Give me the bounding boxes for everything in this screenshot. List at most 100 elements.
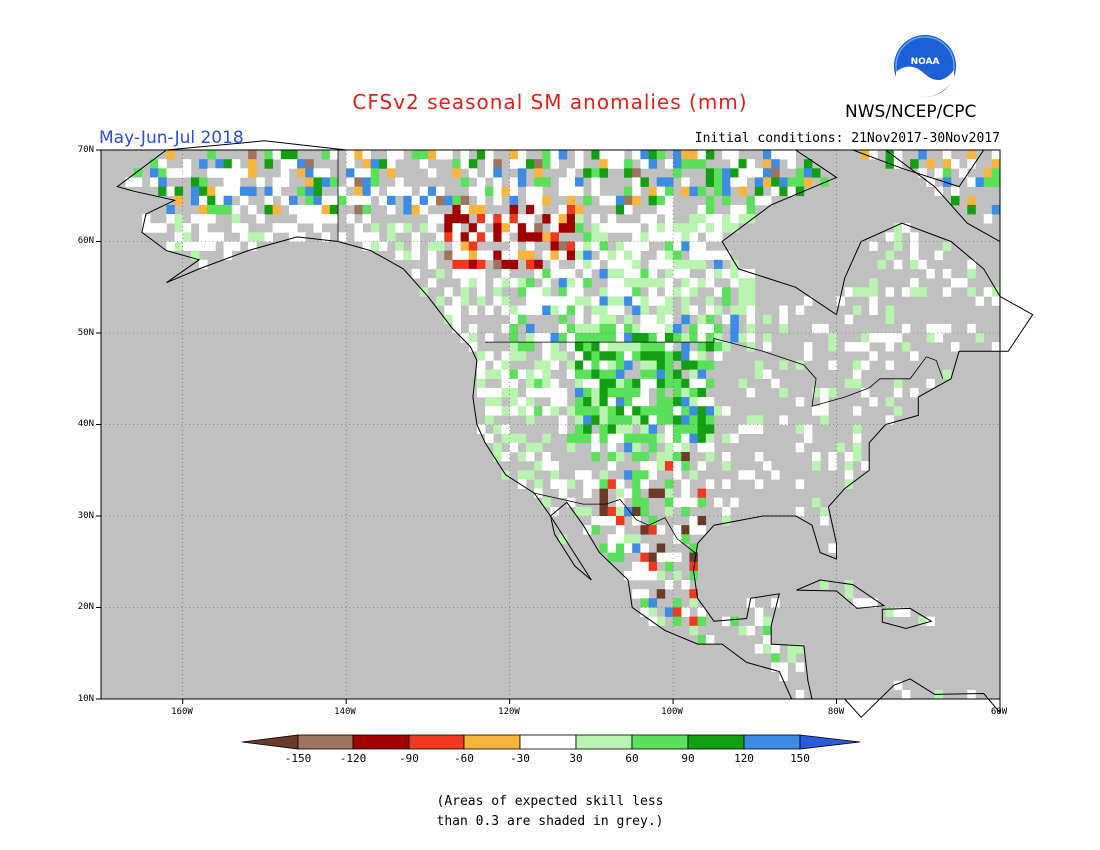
anomaly-cell	[591, 241, 600, 251]
lat-label-50n: 50N	[77, 328, 94, 338]
anomaly-cell	[664, 177, 674, 187]
anomaly-cell	[566, 433, 576, 444]
anomaly-cell	[664, 159, 674, 169]
anomaly-cell	[689, 232, 698, 242]
anomaly-cell	[787, 150, 796, 160]
anomaly-cell	[861, 342, 870, 352]
anomaly-cell	[763, 333, 772, 343]
anomaly-cell	[877, 259, 886, 270]
anomaly-cell	[779, 415, 788, 425]
anomaly-cell	[534, 296, 543, 306]
anomaly-cell	[722, 296, 731, 306]
anomaly-cell	[427, 250, 437, 261]
anomaly-cell	[738, 204, 747, 215]
anomaly-cell	[526, 232, 535, 242]
anomaly-cell	[427, 195, 437, 206]
anomaly-cell	[607, 305, 617, 315]
anomaly-cell	[624, 415, 633, 425]
anomaly-cell	[321, 214, 331, 224]
anomaly-cell	[166, 150, 175, 160]
anomaly-cell	[852, 342, 862, 352]
anomaly-cell	[754, 415, 764, 425]
anomaly-cell	[583, 351, 592, 361]
anomaly-cell	[476, 268, 486, 279]
anomaly-cell	[656, 250, 666, 261]
anomaly-cell	[607, 351, 617, 361]
anomaly-cell	[558, 268, 568, 279]
anomaly-cell	[207, 168, 216, 178]
anomaly-cell	[689, 589, 698, 599]
anomaly-cell	[501, 406, 510, 416]
anomaly-cell	[566, 278, 576, 288]
anomaly-cell	[370, 177, 380, 187]
anomaly-cell	[460, 150, 470, 160]
colorbar-box	[575, 734, 633, 750]
anomaly-cell	[730, 278, 739, 288]
anomaly-cell	[624, 278, 633, 288]
anomaly-cell	[991, 287, 1001, 297]
anomaly-cell	[624, 351, 633, 361]
anomaly-cell	[632, 561, 641, 572]
anomaly-cell	[599, 195, 608, 206]
anomaly-cell	[223, 204, 233, 215]
anomaly-cell	[542, 150, 551, 160]
anomaly-cell	[689, 333, 698, 343]
anomaly-cell	[395, 186, 404, 197]
anomaly-cell	[509, 241, 519, 251]
anomaly-cell	[689, 241, 698, 251]
anomaly-cell	[411, 250, 421, 261]
anomaly-cell	[648, 424, 658, 434]
colorbar-label: -120	[339, 752, 367, 765]
anomaly-cell	[615, 305, 625, 315]
anomaly-cell	[869, 278, 878, 288]
anomaly-cell	[550, 479, 559, 489]
anomaly-cell	[673, 378, 682, 389]
anomaly-cell	[468, 232, 478, 242]
anomaly-cell	[485, 415, 494, 425]
anomaly-cell	[558, 278, 568, 288]
anomaly-cell	[501, 259, 510, 270]
anomaly-cell	[812, 461, 821, 471]
anomaly-cell	[436, 186, 445, 197]
anomaly-cell	[485, 186, 494, 197]
anomaly-cell	[509, 342, 519, 352]
anomaly-cell	[632, 287, 641, 297]
anomaly-cell	[607, 159, 617, 169]
anomaly-cell	[705, 296, 715, 306]
anomaly-cell	[338, 186, 347, 197]
anomaly-cell	[632, 268, 641, 279]
anomaly-cell	[517, 305, 527, 315]
anomaly-cell	[575, 506, 584, 517]
anomaly-cell	[427, 259, 437, 270]
anomaly-cell	[910, 278, 919, 288]
anomaly-cell	[763, 159, 772, 169]
anomaly-cell	[673, 442, 682, 453]
anomaly-cell	[632, 296, 641, 306]
anomaly-cell	[689, 525, 698, 535]
anomaly-cell	[836, 442, 845, 453]
anomaly-cell	[640, 268, 649, 279]
anomaly-cell	[591, 406, 600, 416]
anomaly-cell	[460, 296, 470, 306]
anomaly-cell	[599, 470, 608, 480]
anomaly-cell	[624, 159, 633, 169]
anomaly-cell	[215, 204, 224, 215]
anomaly-cell	[624, 223, 633, 233]
anomaly-cell	[493, 397, 502, 407]
anomaly-cell	[305, 159, 314, 169]
anomaly-cell	[632, 342, 641, 352]
anomaly-cell	[362, 177, 371, 187]
anomaly-cell	[534, 259, 543, 270]
anomaly-cell	[575, 278, 584, 288]
anomaly-cell	[509, 323, 519, 334]
anomaly-cell	[493, 177, 502, 187]
anomaly-cell	[207, 241, 216, 251]
anomaly-cell	[640, 570, 649, 581]
anomaly-cell	[664, 378, 674, 389]
anomaly-cell	[452, 241, 461, 251]
anomaly-cell	[763, 369, 772, 379]
anomaly-cell	[648, 488, 658, 498]
anomaly-cell	[779, 323, 788, 334]
anomaly-cell	[828, 543, 837, 553]
anomaly-cell	[174, 168, 184, 178]
